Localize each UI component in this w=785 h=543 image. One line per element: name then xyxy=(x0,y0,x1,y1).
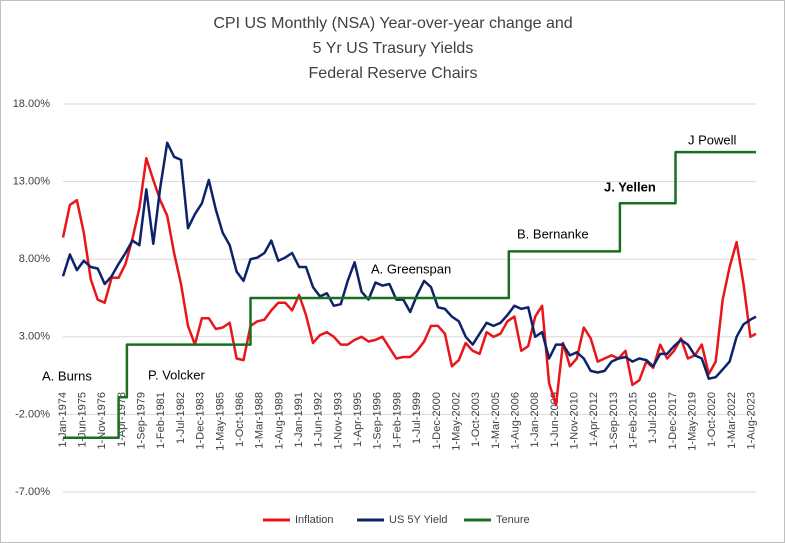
x-tick-label: 1-Aug-1989 xyxy=(273,392,285,450)
x-tick-label: 1-Oct-2003 xyxy=(470,392,482,447)
annotation: A. Greenspan xyxy=(371,261,451,276)
x-tick-label: 1-Mar-2005 xyxy=(490,392,502,449)
x-tick-label: 1-May-2019 xyxy=(686,392,698,451)
legend-label: Tenure xyxy=(496,514,530,526)
x-tick-label: 1-Jul-1999 xyxy=(411,392,423,444)
y-tick-label: 18.00% xyxy=(13,98,51,110)
x-tick-label: 1-Nov-2010 xyxy=(568,392,580,449)
x-tick-label: 1-Mar-1988 xyxy=(254,392,266,449)
x-tick-label: 1-Aug-2023 xyxy=(745,392,757,450)
y-tick-label: 3.00% xyxy=(19,331,50,343)
x-tick-label: 1-Oct-1986 xyxy=(234,392,246,447)
y-tick-label: 13.00% xyxy=(13,176,51,188)
x-tick-label: 1-Mar-2022 xyxy=(726,392,738,449)
chart-title: Federal Reserve Chairs xyxy=(309,65,478,82)
x-tick-label: 1-Jul-1982 xyxy=(175,392,187,444)
y-tick-label: -2.00% xyxy=(15,408,50,420)
series-line xyxy=(63,150,756,439)
x-tick-label: 1-Jul-2016 xyxy=(647,392,659,444)
x-tick-label: 1-May-2002 xyxy=(450,392,462,451)
x-tick-label: 1-Feb-2015 xyxy=(627,392,639,449)
x-tick-label: 1-Jan-1974 xyxy=(57,392,69,448)
x-tick-label: 1-Sep-1996 xyxy=(372,392,384,450)
annotation: J. Yellen xyxy=(604,179,656,194)
x-tick-label: 1-Nov-1976 xyxy=(96,392,108,449)
x-tick-label: 1-Oct-2020 xyxy=(706,392,718,447)
x-tick-label: 1-Jun-1975 xyxy=(77,392,89,448)
annotation: P. Volcker xyxy=(148,367,206,382)
x-tick-label: 1-May-1985 xyxy=(214,392,226,451)
x-tick-label: 1-Aug-2006 xyxy=(509,392,521,450)
x-tick-label: 1-Feb-1998 xyxy=(391,392,403,449)
chart-title: 5 Yr US Trasury Yields xyxy=(313,40,474,57)
x-tick-label: 1-Jan-1991 xyxy=(293,392,305,448)
x-tick-label: 1-Apr-2012 xyxy=(588,392,600,447)
legend-label: US 5Y Yield xyxy=(389,514,448,526)
annotation: J Powell xyxy=(688,132,737,147)
series-line xyxy=(61,141,757,380)
x-tick-label: 1-Jun-1992 xyxy=(313,392,325,448)
legend-label: Inflation xyxy=(295,514,334,526)
chart-title: CPI US Monthly (NSA) Year-over-year chan… xyxy=(213,15,572,32)
x-tick-label: 1-Feb-1981 xyxy=(155,392,167,449)
y-tick-label: 8.00% xyxy=(19,253,50,265)
x-tick-label: 1-Apr-1995 xyxy=(352,392,364,447)
x-tick-label: 1-Jan-2008 xyxy=(529,392,541,448)
x-tick-label: 1-Sep-1979 xyxy=(136,392,148,450)
annotation: B. Bernanke xyxy=(517,226,589,241)
x-tick-label: 1-Sep-2013 xyxy=(608,392,620,450)
x-tick-label: 1-Dec-2017 xyxy=(667,392,679,449)
x-tick-label: 1-Jun-2009 xyxy=(549,392,561,448)
x-tick-label: 1-Nov-1993 xyxy=(332,392,344,449)
annotation: A. Burns xyxy=(42,368,92,383)
x-tick-label: 1-Dec-1983 xyxy=(195,392,207,449)
y-tick-label: -7.00% xyxy=(15,486,50,498)
x-tick-label: 1-Dec-2000 xyxy=(431,392,443,449)
series-line xyxy=(61,157,757,407)
